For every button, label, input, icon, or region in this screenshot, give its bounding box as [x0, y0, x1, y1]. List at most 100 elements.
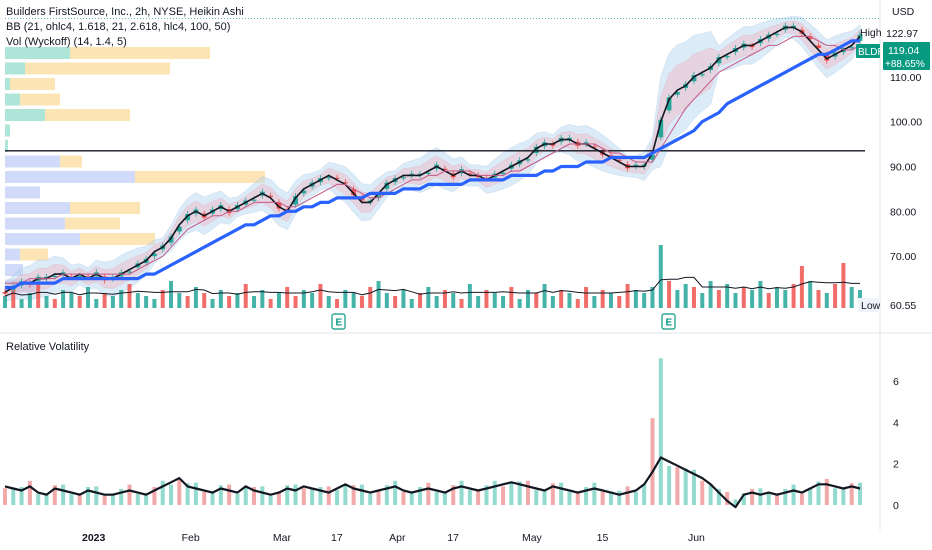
candle-body: [608, 155, 614, 157]
candle-body: [276, 202, 282, 209]
volatility-bar: [501, 486, 506, 505]
volume-bar: [426, 287, 431, 308]
volatility-bar: [218, 485, 223, 505]
volume-bar: [318, 284, 323, 308]
volume-bar: [833, 284, 838, 308]
earnings-marker[interactable]: E: [661, 313, 676, 330]
volume-bar: [824, 293, 829, 308]
candle-body: [533, 146, 539, 154]
volume-bar: [359, 296, 364, 308]
candle-body: [69, 276, 74, 278]
volatility-bar: [110, 493, 115, 505]
volume-bar: [534, 293, 539, 308]
volume-bar: [193, 287, 198, 308]
volatility-bar: [567, 491, 572, 505]
volatility-bar: [808, 487, 813, 505]
time-tick-label: 17: [331, 532, 343, 544]
volume-bars: [3, 245, 862, 308]
volatility-bar: [94, 486, 99, 505]
time-tick-label: Feb: [182, 532, 200, 544]
volatility-bar: [833, 488, 838, 505]
volatility-bar: [700, 480, 705, 505]
volume-bar: [434, 296, 439, 308]
volume-bar: [52, 299, 57, 308]
candle-body: [591, 146, 597, 148]
price-tick-label: 110.00: [890, 72, 921, 84]
volume-bar: [293, 296, 298, 308]
volume-bar: [177, 293, 182, 308]
candle-body: [484, 177, 489, 179]
candle-body: [268, 195, 274, 197]
candle-body: [251, 199, 257, 201]
volume-bar: [185, 296, 190, 308]
volatility-bar: [816, 481, 821, 505]
volatility-bar: [617, 490, 622, 505]
price-tick-label: 100.00: [890, 117, 922, 129]
volatility-bar: [193, 482, 198, 505]
volatility-bar: [285, 485, 290, 505]
volatility-bar: [824, 478, 829, 505]
volume-bar: [418, 293, 423, 308]
bb-legend: BB (21, ohlc4, 1.618, 21, 2.618, hlc4, 1…: [6, 21, 231, 33]
volume-bar: [808, 281, 813, 308]
vp-bar-primary: [5, 47, 70, 59]
volatility-bar: [741, 493, 746, 505]
volatility-bar: [575, 491, 580, 505]
earnings-marker[interactable]: E: [331, 313, 346, 330]
volume-profile: [5, 47, 265, 292]
volatility-bar: [492, 480, 497, 505]
volatility-bar: [442, 491, 447, 505]
volume-bar: [243, 284, 248, 308]
volatility-bar: [584, 487, 589, 505]
volatility-bar: [310, 487, 315, 505]
volatility-bar: [52, 485, 57, 505]
candle-body: [849, 47, 855, 49]
volume-bar: [301, 290, 306, 308]
volatility-bar: [243, 485, 248, 505]
earnings-marker-letter: E: [336, 318, 343, 329]
volume-bar: [783, 290, 788, 308]
volatility-bar: [608, 491, 613, 505]
volatility-tick-label: 2: [893, 459, 899, 471]
high-value-bg: [883, 25, 927, 41]
vp-bar-primary: [5, 78, 10, 90]
volatility-bar: [177, 478, 182, 505]
volatility-bar: [658, 358, 663, 505]
volatility-bar: [384, 485, 389, 505]
volatility-tick-label: 4: [893, 417, 899, 429]
candle-body: [2, 292, 8, 294]
volume-bar: [750, 290, 755, 308]
candle-body: [774, 33, 780, 35]
price-lines: [4, 18, 880, 293]
candle-body: [52, 275, 58, 278]
volume-bar: [86, 287, 91, 308]
volume-bar: [268, 299, 273, 308]
volume-bar: [368, 287, 373, 308]
volume-bar: [19, 299, 24, 308]
volatility-bar: [733, 499, 738, 505]
candle-body: [384, 182, 390, 189]
vp-bar-secondary: [45, 109, 130, 121]
volatility-bar: [426, 482, 431, 505]
candle-body: [658, 119, 664, 138]
volatility-bar: [517, 481, 522, 505]
last-price-bg: [883, 42, 930, 70]
volatility-bar: [467, 490, 472, 505]
volatility-bar: [77, 493, 82, 505]
volume-bar: [600, 290, 605, 308]
axes: 70.00 80.00 90.00 100.00 110.00 USD 0 2 4 6 2023 Fe…: [82, 6, 922, 544]
candle-body: [716, 57, 722, 64]
volatility-bar: [683, 468, 688, 505]
basis-line-pink: [5, 35, 861, 284]
candle-body: [409, 173, 415, 176]
volume-bar: [152, 299, 157, 308]
volatility-bar: [791, 484, 796, 505]
vp-bar-secondary: [70, 202, 140, 214]
vp-bar-secondary: [70, 47, 210, 59]
volume-bar: [276, 293, 281, 308]
candle-body: [342, 182, 348, 184]
candle-body: [334, 177, 340, 179]
candle-body: [301, 190, 307, 194]
last-price: 119.04: [888, 45, 919, 57]
